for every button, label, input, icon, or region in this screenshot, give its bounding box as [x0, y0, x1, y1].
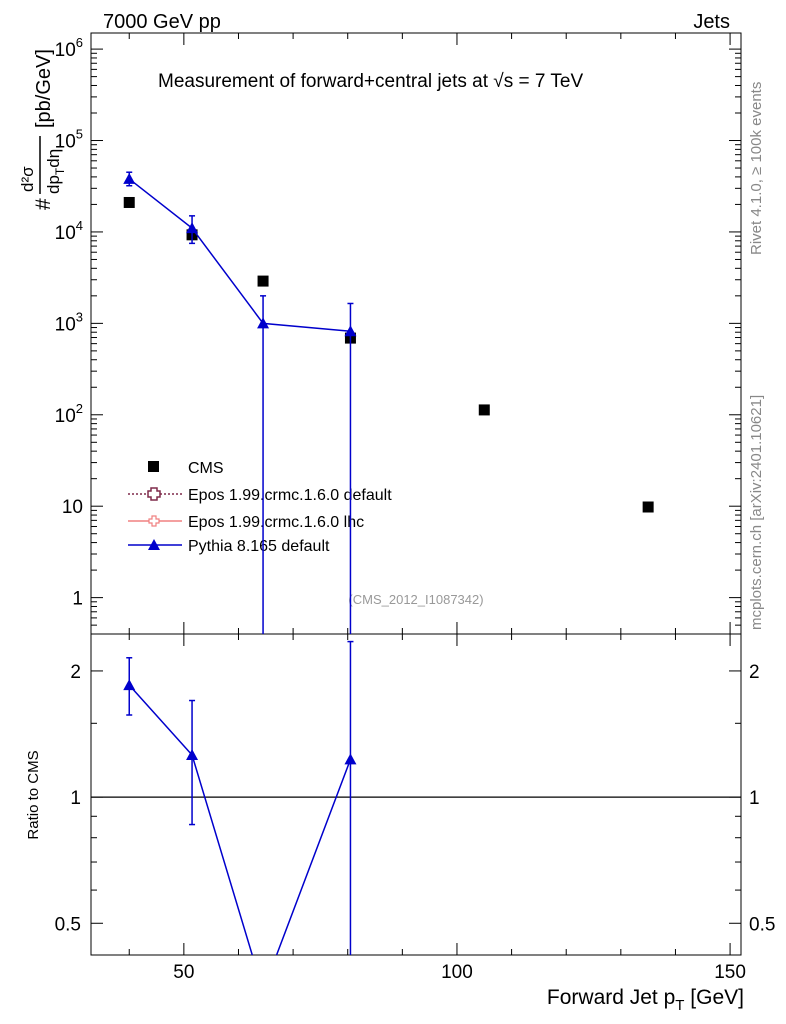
y-tick-label: 103 — [55, 309, 83, 335]
y-axis-hash: # — [32, 198, 55, 210]
y-axis-den-tail: dη — [44, 149, 63, 168]
main-data-layer — [123, 171, 654, 634]
y-tick-label-base: 10 — [55, 40, 76, 61]
pythia-data-point — [123, 172, 136, 184]
chart-title-sqrt: √s — [493, 71, 513, 92]
ratio-tick-label-right: 1 — [749, 788, 760, 809]
ratio-tick-label-right: 0.5 — [749, 914, 775, 935]
x-tick-label: 50 — [173, 962, 194, 983]
legend-pythia-marker — [148, 539, 160, 550]
header-energy-label: 7000 GeV pp — [103, 11, 221, 33]
rivet-version-label: Rivet 4.1.0, ≥ 100k events — [748, 82, 765, 255]
pythia-data-point — [186, 222, 199, 234]
header-category-label: Jets — [693, 11, 730, 33]
y-tick-label: 106 — [55, 35, 83, 61]
x-axis-label-main: Forward Jet p — [547, 986, 675, 1009]
legend-pythia-label: Pythia 8.165 default — [188, 538, 330, 555]
ratio-axis-ticks: 0.5 0.5 1 1 2 2 — [55, 662, 776, 935]
cms-data-point — [478, 404, 490, 416]
ratio-pythia-line — [128, 684, 352, 955]
ratio-tick-label: 2 — [70, 662, 81, 683]
ratio-tick-label-right: 2 — [749, 662, 760, 683]
y-tick-label-base: 10 — [55, 223, 76, 244]
x-axis-label-sub: T — [675, 997, 684, 1014]
y-axis-den-dp: dp — [44, 175, 63, 194]
y-tick-label-base: 10 — [55, 314, 76, 335]
ratio-data-point — [344, 753, 357, 765]
legend-epos-lhc-label: Epos 1.99.crmc.1.6.0 lhc — [188, 514, 364, 531]
analysis-id-label: (CMS_2012_I1087342) — [348, 592, 483, 607]
legend: CMS Epos 1.99.crmc.1.6.0 default Epos 1.… — [128, 460, 392, 555]
y-tick-label-exp: 4 — [76, 218, 83, 233]
y-tick-label: 105 — [55, 127, 83, 153]
legend-cms-marker — [148, 461, 159, 472]
y-tick-label-exp: 6 — [76, 35, 83, 50]
y-tick-label-base: 10 — [55, 132, 76, 153]
x-tick-label: 150 — [714, 962, 746, 983]
chart-title-suffix: = 7 TeV — [519, 71, 584, 92]
ratio-tick-label: 1 — [70, 788, 81, 809]
x-axis-ticks: 50 100 150 — [128, 33, 746, 983]
legend-epos-default-label: Epos 1.99.crmc.1.6.0 default — [188, 487, 392, 504]
mcplots-label: mcplots.cern.ch [arXiv:2401.10621] — [748, 395, 765, 630]
y-tick-label-exp: 2 — [76, 401, 83, 416]
cms-data-point — [642, 501, 654, 513]
y-tick-label: 1 — [72, 589, 83, 610]
pythia-line — [128, 178, 351, 332]
y-axis-den-sub: T — [53, 167, 67, 175]
pythia-data-point — [344, 325, 357, 337]
y-tick-label-exp: 5 — [76, 127, 83, 142]
x-tick-label: 100 — [441, 962, 473, 983]
chart-title-prefix: Measurement of forward+central jets at — [158, 71, 489, 92]
cms-data-point — [257, 275, 269, 287]
y-tick-label-base: 10 — [55, 406, 76, 427]
y-axis-numerator: d²σ — [18, 166, 37, 192]
y-axis-unit: [pb/GeV] — [33, 49, 55, 128]
y-tick-label: 10 — [62, 497, 83, 518]
cms-data-point — [123, 196, 135, 208]
y-axis-label-ratio: Ratio to CMS — [25, 750, 42, 839]
chart-title: Measurement of forward+central jets at √… — [158, 71, 583, 92]
y-tick-label-exp: 3 — [76, 309, 83, 324]
ratio-data-point — [123, 679, 136, 691]
y-axis-label-main: # d²σ dpTdη [pb/GeV] — [18, 49, 67, 210]
ratio-tick-label: 0.5 — [55, 914, 81, 935]
ratio-plot-frame — [90, 633, 742, 956]
pythia-data-point — [257, 317, 270, 329]
x-axis-label-unit: [GeV] — [684, 986, 744, 1009]
legend-epos-lhc-marker — [148, 515, 160, 527]
y-tick-label: 104 — [55, 218, 83, 244]
ratio-data-layer — [91, 640, 741, 955]
y-axis-denominator: dpTdη — [44, 149, 67, 194]
legend-cms-label: CMS — [188, 460, 224, 477]
x-axis-label: Forward Jet pT [GeV] — [547, 986, 744, 1014]
ratio-data-point — [186, 749, 199, 761]
y-tick-label: 102 — [55, 401, 83, 427]
legend-epos-default-marker — [147, 487, 161, 501]
